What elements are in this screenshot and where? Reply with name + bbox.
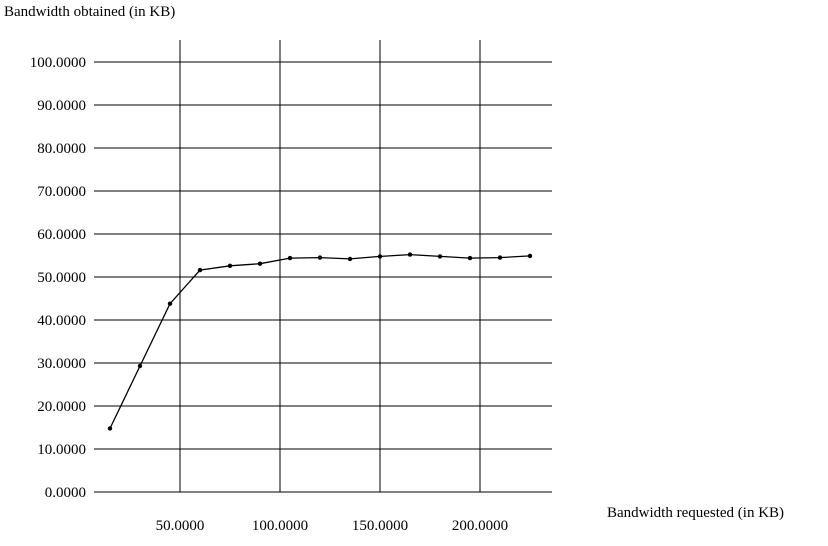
y-gridlines <box>94 61 552 493</box>
y-tick-label: 0.0000 <box>45 485 86 501</box>
series-line <box>109 253 531 429</box>
data-point <box>377 254 383 259</box>
x-tick-label: 200.0000 <box>452 518 508 534</box>
data-point <box>167 301 173 306</box>
x-tick-label: 100.0000 <box>252 518 308 534</box>
y-tick-label: 90.0000 <box>37 98 86 114</box>
data-point <box>137 363 143 369</box>
data-point <box>197 267 203 273</box>
y-tick-label: 70.0000 <box>37 184 86 200</box>
x-tick-label: 50.0000 <box>156 518 205 534</box>
data-point <box>527 253 533 259</box>
x-gridlines <box>179 40 481 492</box>
data-point <box>227 263 233 268</box>
y-tick-label: 80.0000 <box>37 141 86 157</box>
x-tick-labels: 50.0000 100.0000 150.0000 200.0000 <box>156 518 509 534</box>
y-tick-label: 60.0000 <box>37 227 86 243</box>
data-point <box>347 256 353 262</box>
data-point <box>257 261 263 266</box>
y-tick-label: 40.0000 <box>37 313 86 329</box>
y-tick-label: 20.0000 <box>37 399 86 415</box>
data-point <box>287 255 293 261</box>
data-point <box>497 255 503 260</box>
y-tick-label: 30.0000 <box>37 356 86 372</box>
data-point <box>467 255 473 261</box>
data-series <box>107 252 533 431</box>
y-tick-label: 50.0000 <box>37 270 86 286</box>
data-point <box>407 252 413 257</box>
data-point <box>437 254 443 259</box>
data-point <box>107 426 113 431</box>
y-tick-labels: 0.0000 10.0000 20.0000 30.0000 40.0000 50.000… <box>30 55 86 501</box>
x-tick-label: 150.0000 <box>352 518 408 534</box>
data-point <box>317 255 323 260</box>
y-tick-label: 10.0000 <box>37 442 86 458</box>
x-axis-title: Bandwidth requested (in KB) <box>607 505 785 521</box>
y-axis-title: Bandwidth obtained (in KB) <box>4 4 176 20</box>
y-tick-label: 100.0000 <box>30 55 86 71</box>
